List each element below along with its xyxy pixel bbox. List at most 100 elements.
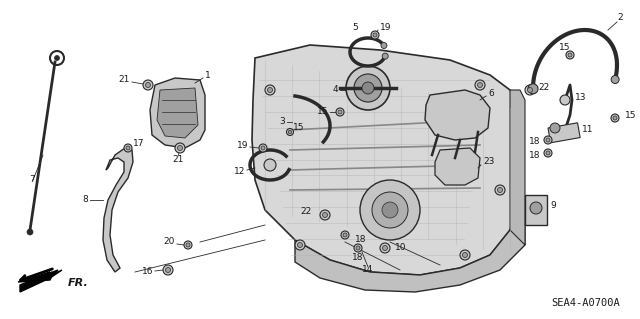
Circle shape	[550, 123, 560, 133]
Text: SEA4-A0700A: SEA4-A0700A	[551, 298, 620, 308]
Text: 1: 1	[205, 70, 211, 79]
Circle shape	[380, 243, 390, 253]
Circle shape	[163, 265, 173, 275]
Text: 22: 22	[301, 207, 312, 217]
Circle shape	[527, 87, 532, 93]
Circle shape	[383, 246, 387, 250]
Polygon shape	[157, 88, 198, 138]
Polygon shape	[295, 200, 525, 292]
Circle shape	[126, 146, 130, 150]
Text: 15: 15	[317, 108, 328, 116]
Circle shape	[265, 85, 275, 95]
Circle shape	[460, 250, 470, 260]
Circle shape	[346, 66, 390, 110]
Polygon shape	[252, 45, 520, 275]
Circle shape	[268, 87, 273, 93]
Bar	[525, 195, 547, 225]
Text: 15: 15	[293, 123, 305, 132]
Circle shape	[143, 80, 153, 90]
Circle shape	[613, 116, 617, 120]
Text: 9: 9	[550, 201, 556, 210]
Circle shape	[544, 136, 552, 144]
Text: 17: 17	[133, 138, 145, 147]
Circle shape	[323, 212, 328, 218]
Text: 20: 20	[164, 238, 175, 247]
Text: 14: 14	[362, 265, 374, 275]
Text: 18: 18	[529, 151, 540, 160]
Text: 23: 23	[483, 158, 494, 167]
Text: 6: 6	[488, 88, 493, 98]
Circle shape	[356, 246, 360, 250]
Text: FR.: FR.	[68, 278, 89, 288]
Circle shape	[54, 56, 60, 61]
Circle shape	[259, 144, 267, 152]
Text: 19: 19	[237, 140, 248, 150]
Circle shape	[166, 268, 170, 272]
Circle shape	[611, 76, 619, 84]
Circle shape	[287, 129, 294, 136]
Circle shape	[530, 202, 542, 214]
Circle shape	[298, 242, 303, 248]
Circle shape	[336, 108, 344, 116]
Text: 10: 10	[395, 243, 406, 253]
Circle shape	[354, 244, 362, 252]
Text: 8: 8	[83, 196, 88, 204]
Circle shape	[381, 42, 387, 48]
Circle shape	[373, 33, 377, 37]
Text: 21: 21	[118, 76, 130, 85]
Circle shape	[362, 82, 374, 94]
Circle shape	[382, 202, 398, 218]
Text: 18: 18	[529, 137, 540, 146]
Polygon shape	[510, 90, 525, 245]
Circle shape	[525, 85, 535, 95]
Circle shape	[27, 229, 33, 235]
Text: 15: 15	[625, 110, 637, 120]
Text: 2: 2	[617, 13, 623, 23]
Text: 12: 12	[234, 167, 245, 176]
Text: 7: 7	[29, 175, 35, 184]
Circle shape	[145, 83, 150, 87]
Polygon shape	[20, 270, 62, 292]
Circle shape	[560, 95, 570, 105]
Text: 22: 22	[538, 83, 549, 92]
Bar	[548, 123, 580, 143]
Circle shape	[264, 159, 276, 171]
Circle shape	[382, 53, 388, 59]
Circle shape	[497, 188, 502, 192]
Circle shape	[341, 231, 349, 239]
Circle shape	[544, 149, 552, 157]
Polygon shape	[18, 270, 58, 282]
Circle shape	[177, 145, 182, 151]
Circle shape	[546, 138, 550, 142]
Circle shape	[568, 53, 572, 57]
Polygon shape	[425, 90, 490, 140]
Polygon shape	[150, 78, 205, 148]
Text: 15: 15	[559, 42, 571, 51]
Text: 3: 3	[279, 117, 285, 127]
Circle shape	[343, 233, 347, 237]
Circle shape	[546, 151, 550, 155]
Text: 5: 5	[352, 24, 358, 33]
Circle shape	[261, 146, 265, 150]
Circle shape	[354, 74, 382, 102]
Circle shape	[528, 84, 538, 94]
Circle shape	[184, 241, 192, 249]
Text: 19: 19	[380, 23, 392, 32]
Text: 13: 13	[575, 93, 586, 102]
Circle shape	[360, 180, 420, 240]
Circle shape	[611, 114, 619, 122]
Text: 11: 11	[582, 125, 593, 135]
Circle shape	[463, 253, 467, 257]
Text: 16: 16	[141, 268, 153, 277]
Circle shape	[175, 143, 185, 153]
Circle shape	[371, 31, 379, 39]
Circle shape	[338, 110, 342, 114]
Circle shape	[295, 240, 305, 250]
Text: 18: 18	[352, 254, 364, 263]
Circle shape	[288, 130, 292, 134]
Circle shape	[477, 83, 483, 87]
Polygon shape	[103, 148, 133, 272]
Polygon shape	[435, 148, 480, 185]
Circle shape	[475, 80, 485, 90]
Text: 21: 21	[172, 155, 184, 165]
